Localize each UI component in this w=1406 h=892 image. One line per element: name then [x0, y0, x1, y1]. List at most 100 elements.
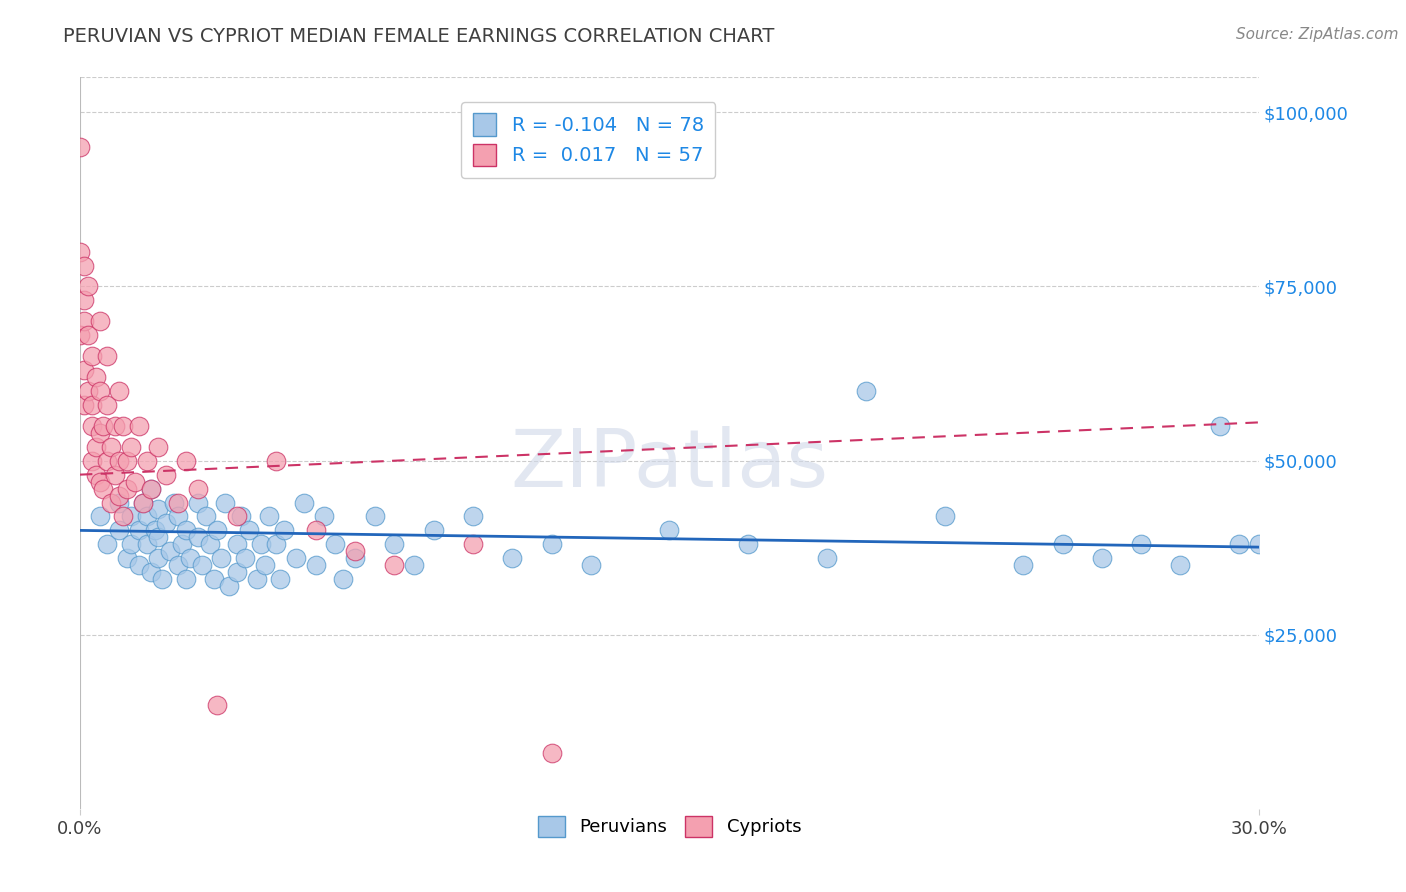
- Point: [540, 537, 562, 551]
- Point: [69, 244, 91, 259]
- Point: [1249, 537, 1271, 551]
- Text: Source: ZipAtlas.com: Source: ZipAtlas.com: [1236, 27, 1399, 42]
- Point: [305, 558, 328, 573]
- Point: [73, 363, 96, 377]
- Point: [100, 440, 122, 454]
- Point: [76, 279, 98, 293]
- Point: [737, 537, 759, 551]
- Point: [139, 482, 162, 496]
- Point: [382, 537, 405, 551]
- Point: [155, 516, 177, 531]
- Point: [152, 572, 174, 586]
- Point: [100, 495, 122, 509]
- Point: [1229, 537, 1251, 551]
- Point: [174, 524, 197, 538]
- Point: [202, 572, 225, 586]
- Point: [96, 349, 118, 363]
- Point: [1209, 418, 1232, 433]
- Point: [229, 509, 252, 524]
- Point: [187, 530, 209, 544]
- Point: [108, 489, 131, 503]
- Point: [132, 495, 155, 509]
- Point: [108, 524, 131, 538]
- Point: [266, 453, 288, 467]
- Point: [579, 558, 602, 573]
- Point: [167, 509, 190, 524]
- Point: [80, 453, 103, 467]
- Point: [207, 524, 229, 538]
- Point: [402, 558, 425, 573]
- Point: [226, 565, 249, 579]
- Point: [226, 537, 249, 551]
- Point: [84, 467, 107, 482]
- Point: [257, 509, 280, 524]
- Point: [332, 572, 354, 586]
- Point: [96, 453, 118, 467]
- Point: [1012, 558, 1035, 573]
- Point: [73, 314, 96, 328]
- Point: [69, 328, 91, 343]
- Point: [815, 551, 838, 566]
- Point: [461, 537, 484, 551]
- Point: [174, 453, 197, 467]
- Point: [285, 551, 308, 566]
- Point: [159, 544, 181, 558]
- Point: [174, 572, 197, 586]
- Point: [112, 509, 135, 524]
- Point: [89, 475, 111, 489]
- Point: [253, 558, 276, 573]
- Point: [124, 475, 146, 489]
- Text: PERUVIAN VS CYPRIOT MEDIAN FEMALE EARNINGS CORRELATION CHART: PERUVIAN VS CYPRIOT MEDIAN FEMALE EARNIN…: [63, 27, 775, 45]
- Point: [89, 384, 111, 398]
- Point: [218, 579, 240, 593]
- Point: [108, 384, 131, 398]
- Point: [249, 537, 271, 551]
- Point: [344, 544, 367, 558]
- Point: [108, 495, 131, 509]
- Point: [69, 140, 91, 154]
- Point: [128, 558, 150, 573]
- Point: [344, 551, 367, 566]
- Point: [461, 509, 484, 524]
- Point: [167, 558, 190, 573]
- Point: [198, 537, 221, 551]
- Point: [84, 370, 107, 384]
- Point: [1091, 551, 1114, 566]
- Point: [73, 293, 96, 308]
- Point: [148, 440, 170, 454]
- Point: [84, 440, 107, 454]
- Point: [80, 398, 103, 412]
- Point: [266, 537, 288, 551]
- Point: [139, 565, 162, 579]
- Point: [112, 418, 135, 433]
- Point: [155, 467, 177, 482]
- Point: [89, 314, 111, 328]
- Point: [179, 551, 201, 566]
- Point: [96, 398, 118, 412]
- Point: [108, 453, 131, 467]
- Point: [292, 495, 315, 509]
- Point: [148, 530, 170, 544]
- Point: [76, 328, 98, 343]
- Point: [163, 495, 186, 509]
- Point: [120, 537, 142, 551]
- Point: [80, 349, 103, 363]
- Point: [382, 558, 405, 573]
- Point: [139, 482, 162, 496]
- Point: [170, 537, 193, 551]
- Point: [120, 509, 142, 524]
- Point: [934, 509, 956, 524]
- Point: [148, 551, 170, 566]
- Point: [93, 418, 115, 433]
- Point: [80, 418, 103, 433]
- Point: [422, 524, 444, 538]
- Point: [501, 551, 523, 566]
- Point: [73, 398, 96, 412]
- Point: [238, 524, 260, 538]
- Point: [135, 509, 157, 524]
- Point: [1052, 537, 1074, 551]
- Point: [540, 747, 562, 761]
- Point: [104, 418, 127, 433]
- Point: [209, 551, 232, 566]
- Legend: Peruvians, Cypriots: Peruvians, Cypriots: [530, 809, 808, 844]
